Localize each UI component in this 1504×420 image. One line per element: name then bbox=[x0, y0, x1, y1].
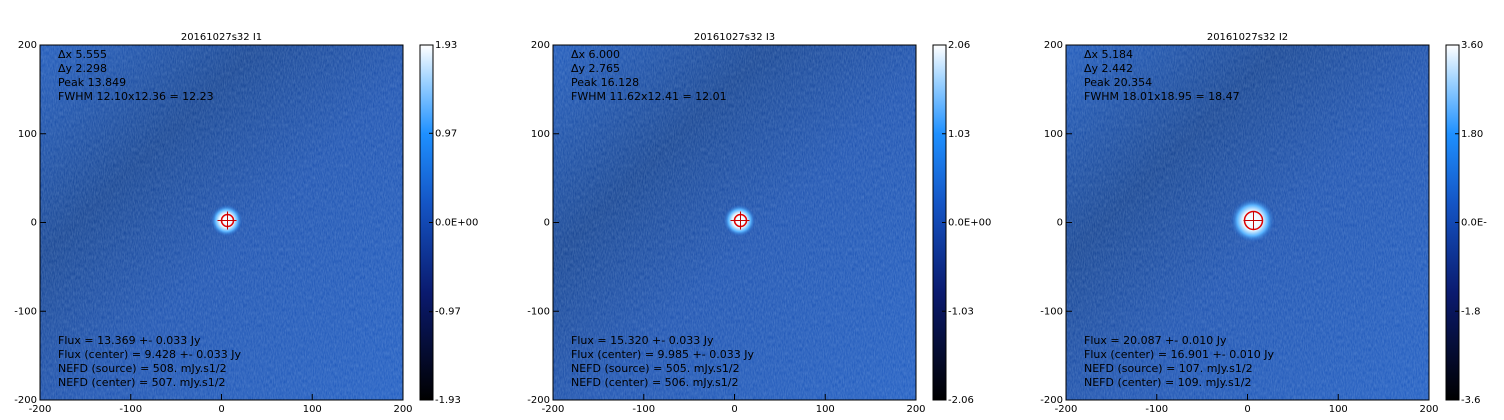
colorbar-label: -1.03 bbox=[948, 306, 974, 317]
stat-label: Δx 5.184 bbox=[1084, 48, 1133, 61]
colorbar-label: 0.0E- bbox=[1461, 218, 1487, 229]
colorbar-label: 1.93 bbox=[435, 40, 457, 51]
y-tick-label: 100 bbox=[18, 129, 37, 140]
stat-label: Δx 6.000 bbox=[571, 48, 620, 61]
flux-label: Flux = 20.087 +- 0.010 Jy bbox=[1084, 334, 1227, 347]
x-tick-label: -100 bbox=[1145, 404, 1168, 415]
flux-label: NEFD (source) = 508. mJy.s1/2 bbox=[58, 362, 227, 375]
colorbar-label: 0.97 bbox=[435, 128, 457, 139]
x-tick-label: 0 bbox=[1244, 404, 1250, 415]
flux-label: NEFD (source) = 107. mJy.s1/2 bbox=[1084, 362, 1253, 375]
x-tick-label: 200 bbox=[393, 404, 412, 415]
y-tick-label: 100 bbox=[531, 129, 550, 140]
panel-title: 20161027s32 I3 bbox=[694, 32, 775, 43]
y-tick-label: -100 bbox=[1040, 306, 1063, 317]
y-tick-label: -100 bbox=[527, 306, 550, 317]
x-tick-label: -200 bbox=[542, 404, 565, 415]
flux-label: Flux (center) = 9.428 +- 0.033 Jy bbox=[58, 348, 241, 361]
colorbar-label: 3.60 bbox=[1461, 40, 1483, 51]
flux-label: Flux = 15.320 +- 0.033 Jy bbox=[571, 334, 714, 347]
x-tick-label: 0 bbox=[731, 404, 737, 415]
stat-label: Δy 2.442 bbox=[1084, 62, 1133, 75]
colorbar-label: -0.97 bbox=[435, 307, 461, 318]
y-tick-label: 0 bbox=[544, 218, 550, 229]
y-tick-label: -200 bbox=[527, 395, 550, 406]
stat-label: Peak 16.128 bbox=[571, 76, 639, 89]
stat-label: Δy 2.298 bbox=[58, 62, 107, 75]
x-tick-label: 100 bbox=[303, 404, 322, 415]
panel-title: 20161027s32 I2 bbox=[1207, 32, 1288, 43]
stat-label: Peak 13.849 bbox=[58, 76, 126, 89]
x-tick-label: -100 bbox=[119, 404, 142, 415]
stat-label: Peak 20.354 bbox=[1084, 76, 1152, 89]
colorbar-label: 2.06 bbox=[948, 40, 970, 51]
y-tick-label: 200 bbox=[18, 40, 37, 51]
colorbar-label: -3.6 bbox=[1461, 395, 1481, 406]
colorbar-label: 1.80 bbox=[1461, 129, 1483, 140]
y-tick-label: 200 bbox=[1044, 40, 1063, 51]
x-tick-label: 0 bbox=[218, 404, 224, 415]
colorbar-label: -1.93 bbox=[435, 395, 461, 406]
y-tick-label: -100 bbox=[14, 306, 37, 317]
panel-title: 20161027s32 I1 bbox=[181, 32, 262, 43]
y-tick-label: -200 bbox=[1040, 395, 1063, 406]
stat-label: Δx 5.555 bbox=[58, 48, 107, 61]
x-tick-label: -100 bbox=[632, 404, 655, 415]
stat-label: FWHM 12.10x12.36 = 12.23 bbox=[58, 90, 214, 103]
stat-label: FWHM 18.01x18.95 = 18.47 bbox=[1084, 90, 1240, 103]
x-tick-label: 200 bbox=[1419, 404, 1438, 415]
y-tick-label: -200 bbox=[14, 395, 37, 406]
colorbar-label: 1.03 bbox=[948, 129, 970, 140]
colorbar-label: -1.8 bbox=[1461, 306, 1481, 317]
x-tick-label: 100 bbox=[816, 404, 835, 415]
flux-label: Flux (center) = 16.901 +- 0.010 Jy bbox=[1084, 348, 1274, 361]
flux-label: NEFD (center) = 506. mJy.s1/2 bbox=[571, 376, 738, 389]
y-tick-label: 0 bbox=[1057, 218, 1063, 229]
stat-label: Δy 2.765 bbox=[571, 62, 620, 75]
stat-label: FWHM 11.62x12.41 = 12.01 bbox=[571, 90, 727, 103]
flux-label: Flux (center) = 9.985 +- 0.033 Jy bbox=[571, 348, 754, 361]
flux-label: NEFD (center) = 109. mJy.s1/2 bbox=[1084, 376, 1251, 389]
y-tick-label: 0 bbox=[31, 218, 37, 229]
x-tick-label: 100 bbox=[1329, 404, 1348, 415]
y-tick-label: 200 bbox=[531, 40, 550, 51]
x-tick-label: 200 bbox=[906, 404, 925, 415]
y-tick-label: 100 bbox=[1044, 129, 1063, 140]
colorbar-label: 0.0E+00 bbox=[435, 218, 478, 229]
x-tick-label: -200 bbox=[29, 404, 52, 415]
x-tick-label: -200 bbox=[1055, 404, 1078, 415]
colorbar-label: 0.0E+00 bbox=[948, 218, 991, 229]
flux-label: Flux = 13.369 +- 0.033 Jy bbox=[58, 334, 201, 347]
colorbar-label: -2.06 bbox=[948, 395, 974, 406]
flux-label: NEFD (source) = 505. mJy.s1/2 bbox=[571, 362, 740, 375]
flux-label: NEFD (center) = 507. mJy.s1/2 bbox=[58, 376, 225, 389]
